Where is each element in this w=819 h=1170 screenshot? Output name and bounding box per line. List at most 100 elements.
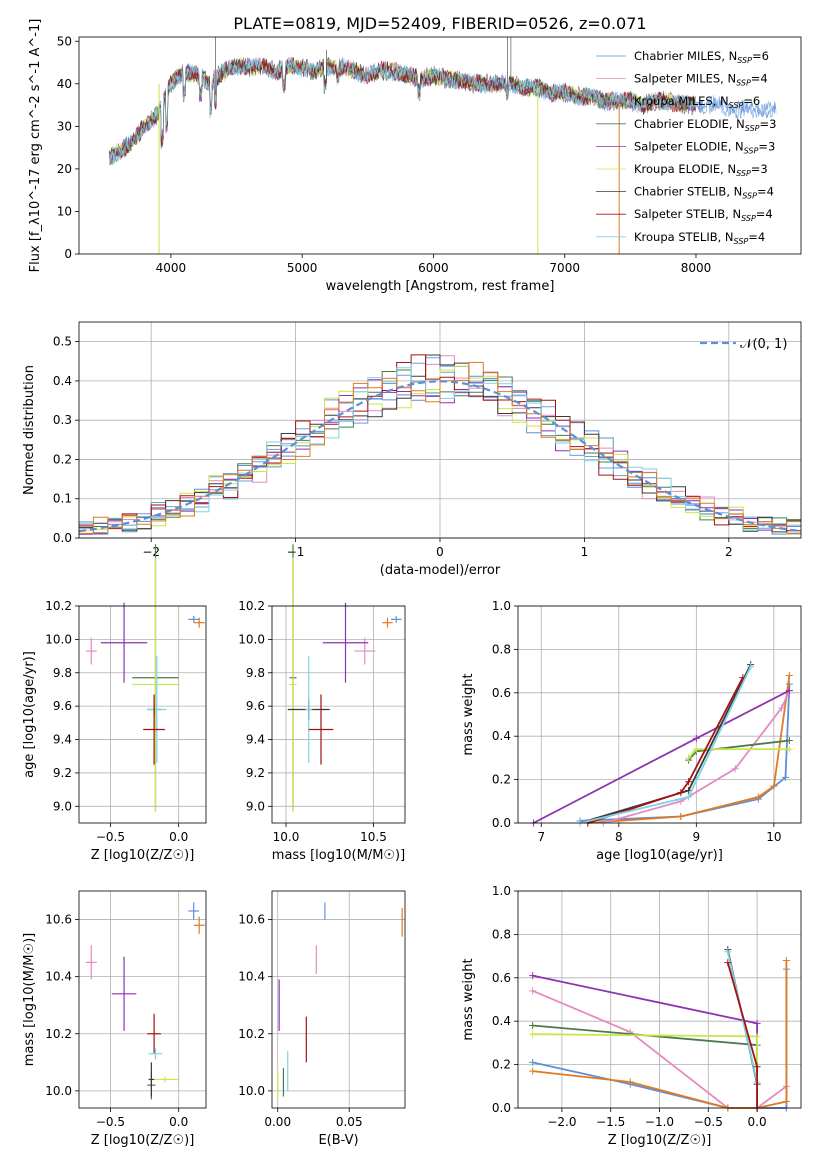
legend-entry: Chabrier STELIB, NSSP=4 xyxy=(634,185,774,201)
y-tick-label: 0.0 xyxy=(53,531,72,545)
x-tick-label: 0.0 xyxy=(748,1115,767,1129)
y-tick-label: 0.6 xyxy=(492,686,511,700)
x-tick-label: 0.00 xyxy=(264,1115,291,1129)
x-axis-label: Z [log10(Z/Z☉)] xyxy=(91,848,195,863)
plot-area xyxy=(85,902,205,1100)
legend-tail: =4 xyxy=(757,185,774,199)
legend-label: Salpeter MILES, N xyxy=(634,72,736,86)
x-tick-label: −2 xyxy=(142,545,160,559)
data-point xyxy=(143,694,166,765)
x-tick-label: 8 xyxy=(615,830,623,844)
plot-area xyxy=(530,661,793,827)
y-tick-label: 0.5 xyxy=(53,335,72,349)
y-tick-label: 9.0 xyxy=(53,799,72,813)
x-axis-label: Z [log10(Z/Z☉)] xyxy=(91,1133,195,1148)
legend-entry: Salpeter MILES, NSSP=4 xyxy=(634,72,768,88)
series-line xyxy=(532,1033,758,1108)
legend-label: Chabrier MILES, N xyxy=(634,49,737,63)
axes-frame xyxy=(78,36,802,255)
y-tick-label: 9.4 xyxy=(246,733,265,747)
legend-sub: SSP xyxy=(736,169,751,178)
y-tick-label: 10.6 xyxy=(45,913,72,927)
age-vs-mass-panel: 10.0 10.5 9.0 9.2 9.4 9.6 9.8 10.0 10.2 mass [log… xyxy=(238,544,406,863)
y-tick-label: 10.2 xyxy=(238,1027,265,1041)
axes-frame xyxy=(517,605,802,824)
series-marker xyxy=(529,1022,537,1030)
legend-label: Salpeter ELODIE, N xyxy=(634,139,744,153)
data-point xyxy=(308,694,334,765)
y-tick-label: 0.2 xyxy=(492,1058,511,1072)
axes: −0.5 0.0 10.0 10.2 10.4 10.6 Z [log10(Z/Z☉)] ma… xyxy=(22,890,207,1148)
series-line xyxy=(587,677,744,824)
y-tick-label: 20 xyxy=(57,162,72,176)
legend-sub: SSP xyxy=(744,146,759,155)
data-point xyxy=(382,617,393,628)
legend-sub: SSP xyxy=(736,79,751,88)
series-marker xyxy=(770,782,778,790)
x-tick-label: 8000 xyxy=(681,261,712,275)
x-tick-label: 5000 xyxy=(287,261,318,275)
x-tick-label: 10 xyxy=(766,830,781,844)
residual-histogram-panel: −2 −1 0 1 2 0.0 0.1 0.2 0.3 0.4 0.5 (data-model)/er… xyxy=(22,321,802,578)
y-tick-label: 1.0 xyxy=(492,884,511,898)
series-marker xyxy=(781,773,789,781)
data-point xyxy=(289,557,297,812)
mass-weight-vs-Z-panel: −2.0 −1.5 −1.0 −0.5 0.0 0.0 0.2 0.4 0.6 0.8 1.0 Z [… xyxy=(461,884,802,1148)
legend-tail: =6 xyxy=(752,49,769,63)
series-marker xyxy=(685,793,693,801)
data-point xyxy=(147,1013,161,1054)
series-marker xyxy=(753,1063,761,1071)
series-marker xyxy=(785,671,793,679)
gridlines xyxy=(518,890,801,1109)
x-axis-label: mass [log10(M/M☉)] xyxy=(272,848,405,863)
age-vs-Z-panel: −0.5 0.0 9.0 9.2 9.4 9.6 9.8 10.0 10.2 Z [log10(Z… xyxy=(22,544,207,863)
y-tick-label: 0.4 xyxy=(492,1014,511,1028)
y-tick-label: 10.4 xyxy=(45,970,72,984)
data-point xyxy=(193,617,205,628)
x-tick-label: 7000 xyxy=(549,261,580,275)
legend-entry: Kroupa MILES, NSSP=6 xyxy=(634,94,760,110)
legend-entry: Salpeter ELODIE, NSSP=3 xyxy=(634,139,775,155)
mass-weight-vs-age-panel: 7 8 9 10 0.0 0.2 0.4 0.6 0.8 1.0 age [log10(age/yr… xyxy=(461,599,802,863)
x-axis-label: wavelength [Angstrom, rest frame] xyxy=(326,279,555,294)
y-tick-label: 0.1 xyxy=(53,492,72,506)
x-axis-label: Z [log10(Z/Z☉)] xyxy=(608,1133,712,1148)
y-tick-label: 0.2 xyxy=(53,452,72,466)
x-axis-label: age [log10(age/yr)] xyxy=(596,848,723,863)
legend-sub: SSP xyxy=(742,192,757,201)
y-tick-label: 10.6 xyxy=(238,913,265,927)
series-line xyxy=(579,664,752,824)
y-tick-label: 1.0 xyxy=(492,599,511,613)
legend-sub: SSP xyxy=(745,124,760,133)
series-marker xyxy=(778,704,786,712)
y-tick-label: 10.0 xyxy=(238,632,265,646)
y-tick-label: 10 xyxy=(57,204,72,218)
plot-area xyxy=(287,544,402,812)
legend-entry: Chabrier MILES, NSSP=6 xyxy=(634,49,769,65)
mass-vs-Z-panel: −0.5 0.0 10.0 10.2 10.4 10.6 Z [log10(Z/Z☉)] ma… xyxy=(22,890,207,1148)
axes-frame xyxy=(271,605,406,824)
series-marker xyxy=(677,789,685,797)
series-marker xyxy=(529,1058,537,1066)
y-tick-label: 0.8 xyxy=(492,927,511,941)
legend-tail: =3 xyxy=(758,139,775,153)
plot-area xyxy=(78,354,802,535)
series-marker xyxy=(753,1019,761,1027)
series-marker xyxy=(724,948,732,956)
data-point xyxy=(85,637,97,665)
series-marker xyxy=(529,972,537,980)
y-tick-label: 0.4 xyxy=(53,374,72,388)
y-tick-label: 10.4 xyxy=(238,970,265,984)
series-marker xyxy=(754,793,762,801)
legend-entry: Chabrier ELODIE, NSSP=3 xyxy=(634,117,776,133)
y-tick-label: 0.8 xyxy=(492,642,511,656)
y-axis-label: Normed distribution xyxy=(22,365,37,495)
legend-sub: SSP xyxy=(737,56,752,65)
data-point xyxy=(322,602,369,683)
axes: 7 8 9 10 0.0 0.2 0.4 0.6 0.8 1.0 age [log10(age/yr… xyxy=(461,599,802,863)
data-point xyxy=(147,656,167,763)
spectrum-lines xyxy=(108,37,777,254)
x-axis-label: E(B-V) xyxy=(318,1133,358,1148)
